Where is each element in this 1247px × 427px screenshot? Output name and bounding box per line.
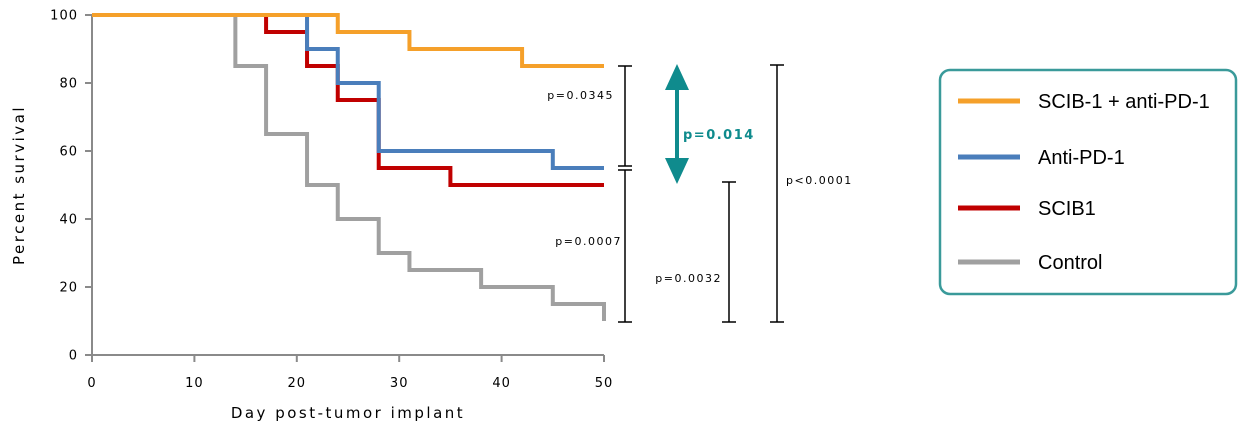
p-value-label: p<0.0001 <box>786 174 853 187</box>
y-tick-label: 40 <box>59 213 78 228</box>
legend-label: Control <box>1038 252 1102 274</box>
series-line-scib1 <box>92 13 604 187</box>
x-tick-label: 30 <box>390 376 409 391</box>
y-tick-label: 60 <box>59 145 78 160</box>
series-line-scib-1-anti-pd-1 <box>92 13 604 68</box>
comparison-brackets: p=0.0345 p=0.0007 p=0.0032 p<0.0001 p=0.014 <box>547 64 853 323</box>
legend-box <box>938 68 1238 296</box>
p-value-label-highlight: p=0.014 <box>683 128 755 143</box>
legend: SCIB-1 + anti-PD-1 Anti-PD-1 SCIB1 Control <box>938 68 1238 296</box>
y-axis-label: Percent survival <box>10 105 28 265</box>
x-axis-label: Day post-tumor implant <box>231 404 465 422</box>
axes: 0 20 40 60 80 100 0 10 20 30 40 50 Day post-tumor im… <box>10 9 614 423</box>
p-value-label: p=0.0345 <box>547 89 614 102</box>
series-line-control <box>92 13 606 321</box>
series-line-anti-pd-1 <box>92 13 604 170</box>
x-tick-label: 50 <box>595 376 614 391</box>
legend-label: Anti-PD-1 <box>1038 147 1125 169</box>
legend-label: SCIB1 <box>1038 198 1096 220</box>
x-tick-label: 0 <box>87 376 96 391</box>
x-tick-label: 10 <box>185 376 204 391</box>
y-tick-label: 80 <box>59 77 78 92</box>
x-tick-label: 20 <box>288 376 307 391</box>
arrow-head-up <box>665 64 689 90</box>
y-tick-label: 0 <box>69 349 78 364</box>
arrow-head-down <box>665 158 689 184</box>
p-value-label: p=0.0007 <box>555 235 622 248</box>
p-value-label: p=0.0032 <box>655 272 722 285</box>
legend-label: SCIB-1 + anti-PD-1 <box>1038 91 1210 113</box>
x-tick-label: 40 <box>492 376 511 391</box>
series-group <box>92 13 606 321</box>
y-tick-label: 100 <box>50 9 78 24</box>
y-tick-label: 20 <box>59 281 78 296</box>
